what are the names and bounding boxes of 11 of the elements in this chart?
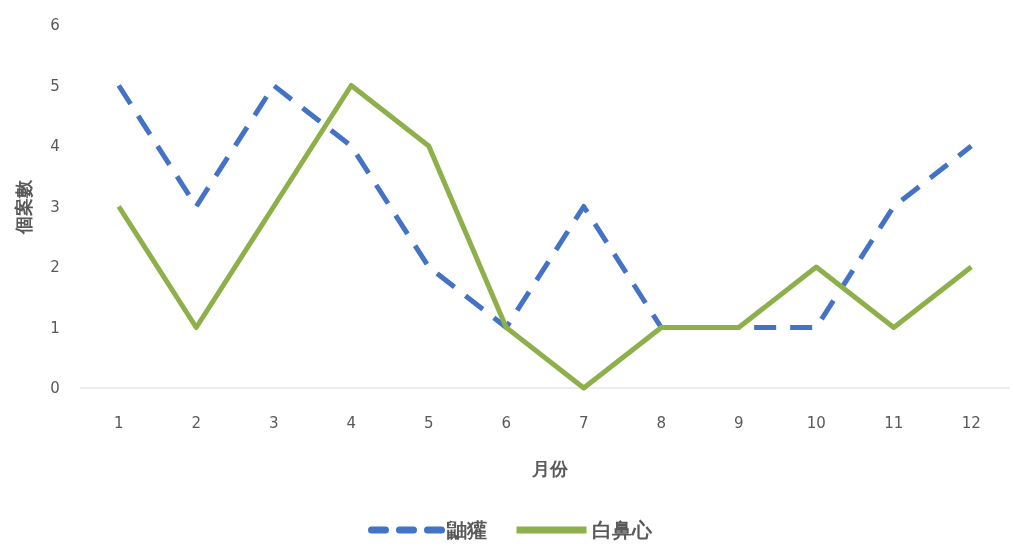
y-tick-label: 1 [50, 318, 60, 337]
y-tick-label: 6 [50, 16, 60, 34]
legend-label: 鼬獾 [445, 518, 487, 542]
y-tick-label: 4 [50, 137, 60, 155]
x-axis-title: 月份 [531, 458, 569, 479]
y-axis-title: 個案數 [13, 178, 34, 235]
y-tick-label: 0 [50, 379, 60, 397]
y-tick-label: 2 [50, 258, 60, 276]
legend-label: 白鼻心 [591, 518, 653, 542]
y-tick-label: 3 [50, 197, 60, 216]
y-tick-label: 5 [50, 76, 60, 95]
